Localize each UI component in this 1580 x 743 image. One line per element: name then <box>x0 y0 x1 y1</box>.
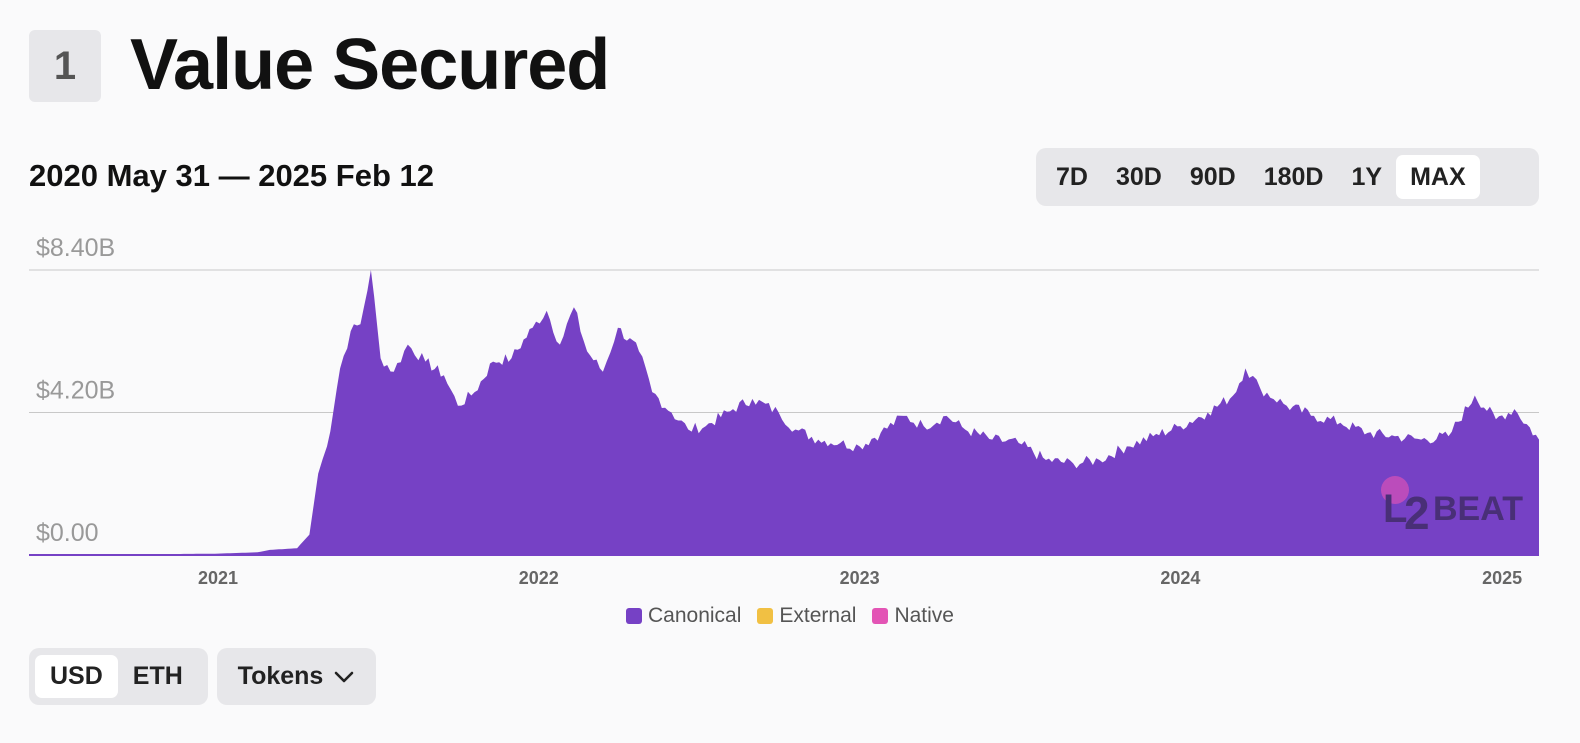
range-90d-button[interactable]: 90D <box>1189 162 1236 191</box>
unit-selector: USD ETH <box>29 648 208 705</box>
legend-item-external[interactable]: External <box>757 604 856 628</box>
range-7d-button[interactable]: 7D <box>1056 162 1088 191</box>
series-area-canonical <box>29 270 1539 555</box>
legend-item-native[interactable]: Native <box>872 604 954 628</box>
x-tick-label: 2021 <box>198 568 238 588</box>
value-secured-chart: $0.00 $4.20B $8.40B L 2 BEAT 2021 2022 2023 2… <box>29 234 1539 588</box>
legend-label-canonical: Canonical <box>648 604 742 627</box>
tokens-label: Tokens <box>237 662 324 690</box>
legend-item-canonical[interactable]: Canonical <box>626 604 741 628</box>
svg-text:2: 2 <box>1404 487 1430 539</box>
section-number: 1 <box>29 30 101 102</box>
page-title: Value Secured <box>130 25 610 105</box>
x-tick-label: 2023 <box>840 568 880 588</box>
l2beat-watermark: L 2 BEAT <box>1381 476 1523 539</box>
range-max-button[interactable]: MAX <box>1396 155 1480 199</box>
legend-label-native: Native <box>894 604 954 627</box>
range-selector: 7D 30D 90D 180D 1Y MAX <box>1036 148 1539 206</box>
y-tick-label: $0.00 <box>36 519 99 547</box>
y-tick-label: $4.20B <box>36 377 115 405</box>
svg-text:BEAT: BEAT <box>1433 490 1523 528</box>
range-180d-button[interactable]: 180D <box>1263 162 1324 191</box>
unit-usd-button[interactable]: USD <box>35 655 118 698</box>
x-tick-label: 2024 <box>1160 568 1200 588</box>
x-tick-label: 2022 <box>519 568 559 588</box>
range-1y-button[interactable]: 1Y <box>1351 162 1383 191</box>
legend-swatch-native <box>872 608 889 624</box>
range-30d-button[interactable]: 30D <box>1115 162 1162 191</box>
chevron-down-icon <box>335 671 354 682</box>
legend-swatch-canonical <box>626 608 642 624</box>
svg-text:L: L <box>1383 487 1407 531</box>
date-range-label: 2020 May 31 — 2025 Feb 12 <box>29 158 434 193</box>
y-tick-label: $8.40B <box>36 234 115 262</box>
tokens-dropdown-button[interactable]: Tokens <box>217 648 376 705</box>
legend-swatch-external <box>757 608 774 624</box>
chart-legend: Canonical External Native <box>0 604 1580 628</box>
x-tick-label: 2025 <box>1482 568 1522 588</box>
legend-label-external: External <box>779 604 857 627</box>
unit-eth-button[interactable]: ETH <box>132 662 183 690</box>
